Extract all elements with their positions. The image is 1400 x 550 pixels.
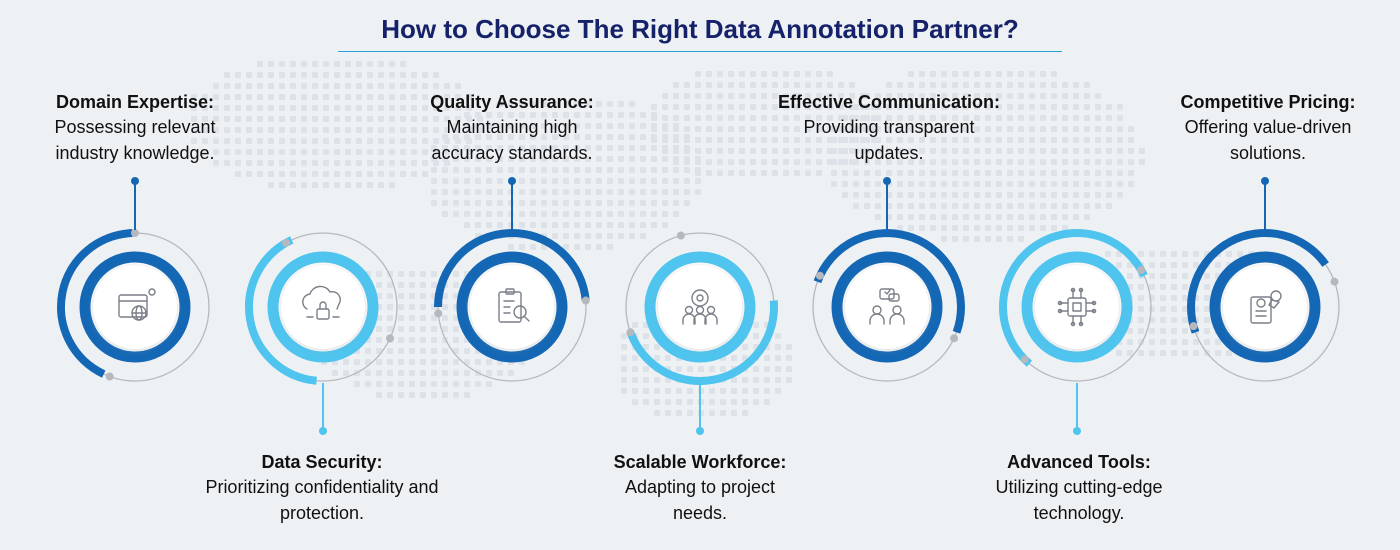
outer-ring-arc bbox=[999, 229, 1148, 367]
icon-disc bbox=[281, 265, 365, 349]
step-node bbox=[625, 231, 778, 435]
step-description: Possessing relevant industry knowledge. bbox=[54, 117, 216, 163]
step-description: Maintaining high accuracy standards. bbox=[431, 117, 593, 163]
outer-ring-arc bbox=[57, 229, 133, 378]
step-node bbox=[812, 177, 965, 382]
ring-end-dot bbox=[1137, 266, 1146, 274]
ring-end-dot bbox=[386, 334, 395, 343]
step-node bbox=[245, 232, 398, 435]
team-gear-icon bbox=[682, 289, 718, 325]
icon-disc bbox=[470, 265, 554, 349]
step-node bbox=[999, 229, 1152, 435]
ring-end-dot bbox=[950, 334, 959, 343]
icon-disc bbox=[845, 265, 929, 349]
step-label-competitive-pricing: Competitive Pricing: Offering value-driv… bbox=[1148, 90, 1388, 166]
step-label-domain-expertise: Domain Expertise: Possessing relevant in… bbox=[15, 90, 255, 166]
connector-dot bbox=[131, 177, 139, 185]
ring-end-dot bbox=[434, 309, 443, 318]
step-description: Utilizing cutting-edge technology. bbox=[995, 477, 1163, 523]
step-description: Prioritizing confidentiality and protect… bbox=[205, 477, 439, 523]
step-heading: Effective Communication: bbox=[777, 92, 1001, 112]
circuit-chip-icon bbox=[1057, 287, 1097, 327]
ring-end-dot bbox=[1189, 322, 1198, 331]
page-title: How to Choose The Right Data Annotation … bbox=[381, 14, 1019, 44]
cloud-lock-icon bbox=[302, 285, 341, 320]
step-label-data-security: Data Security: Prioritizing confidential… bbox=[202, 450, 442, 526]
step-node bbox=[434, 177, 590, 382]
connector-dot bbox=[1073, 427, 1081, 435]
ring-end-dot bbox=[131, 229, 139, 237]
outer-ring-arc bbox=[1187, 228, 1329, 334]
web-globe-icon bbox=[118, 288, 156, 321]
step-label-effective-communication: Effective Communication: Providing trans… bbox=[769, 90, 1009, 166]
connector-dot bbox=[508, 177, 516, 185]
step-heading: Domain Expertise: bbox=[55, 92, 215, 112]
connector-dot bbox=[1261, 177, 1269, 185]
step-heading: Scalable Workforce: bbox=[613, 452, 787, 472]
step-node bbox=[57, 177, 210, 382]
ring-end-dot bbox=[815, 271, 824, 280]
icon-disc bbox=[1223, 265, 1307, 349]
ring-end-dot bbox=[626, 328, 635, 337]
connector-dot bbox=[883, 177, 891, 185]
step-heading: Advanced Tools: bbox=[1007, 452, 1151, 472]
step-label-scalable-workforce: Scalable Workforce: Adapting to project … bbox=[580, 450, 820, 526]
outer-ring-arc bbox=[434, 229, 590, 308]
ring-end-dot bbox=[676, 231, 685, 240]
step-heading: Quality Assurance: bbox=[430, 92, 594, 112]
ring-end-dot bbox=[105, 372, 114, 381]
step-node bbox=[1187, 177, 1340, 382]
step-label-advanced-tools: Advanced Tools: Utilizing cutting-edge t… bbox=[959, 450, 1199, 526]
step-description: Offering value-driven solutions. bbox=[1184, 117, 1352, 163]
step-heading: Data Security: bbox=[261, 452, 383, 472]
step-description: Adapting to project needs. bbox=[624, 477, 776, 523]
step-heading: Competitive Pricing: bbox=[1180, 92, 1356, 112]
connector-dot bbox=[319, 427, 327, 435]
icon-disc bbox=[1035, 265, 1119, 349]
ring-end-dot bbox=[1330, 277, 1339, 286]
outer-ring-arc bbox=[813, 229, 965, 334]
price-tag-document-icon bbox=[1250, 290, 1282, 324]
outer-ring-arc bbox=[245, 236, 317, 385]
step-description: Providing transparent updates. bbox=[803, 117, 975, 163]
checklist-magnifier-icon bbox=[498, 288, 530, 323]
title-underline bbox=[338, 51, 1062, 52]
chat-people-icon bbox=[869, 288, 905, 325]
ring-end-dot bbox=[581, 296, 590, 305]
ring-end-dot bbox=[1020, 355, 1029, 364]
world-map-dots bbox=[191, 61, 1309, 416]
ring-end-dot bbox=[282, 238, 290, 247]
step-label-quality-assurance: Quality Assurance: Maintaining high accu… bbox=[392, 90, 632, 166]
connector-dot bbox=[696, 427, 704, 435]
outer-ring-arc bbox=[626, 300, 778, 385]
